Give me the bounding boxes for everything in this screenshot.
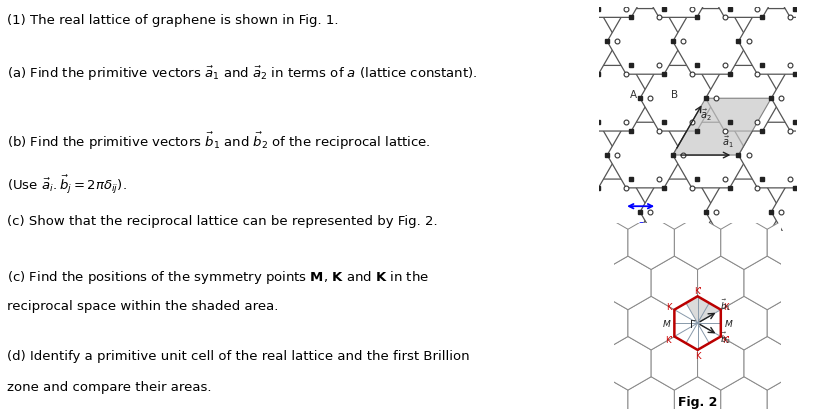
Text: (a) Find the primitive vectors $\vec{a}_1$ and $\vec{a}_2$ in terms of $a$ (latt: (a) Find the primitive vectors $\vec{a}_… (7, 64, 476, 82)
Text: reciprocal space within the shaded area.: reciprocal space within the shaded area. (7, 299, 278, 312)
Text: K: K (722, 302, 728, 311)
Polygon shape (673, 297, 720, 350)
Text: K': K' (721, 335, 729, 344)
Polygon shape (606, 123, 682, 188)
Polygon shape (476, 123, 551, 188)
Polygon shape (705, 180, 781, 245)
Polygon shape (672, 99, 770, 156)
Text: Fig. 2: Fig. 2 (677, 396, 716, 408)
Polygon shape (767, 377, 813, 413)
Polygon shape (604, 337, 650, 390)
Text: $\vec{b}_1$: $\vec{b}_1$ (719, 296, 730, 312)
Text: (d) Identify a primitive unit cell of the real lattice and the first Brillion: (d) Identify a primitive unit cell of th… (7, 349, 469, 362)
Text: M: M (662, 319, 670, 328)
Polygon shape (574, 66, 649, 132)
Polygon shape (508, 0, 584, 18)
Polygon shape (541, 9, 617, 75)
Text: K': K' (665, 335, 672, 344)
Polygon shape (639, 180, 715, 245)
Polygon shape (685, 297, 720, 323)
Text: (c) Find the positions of the symmetry points $\mathbf{M}$, $\mathbf{K}$ and $\m: (c) Find the positions of the symmetry p… (7, 268, 428, 285)
Polygon shape (604, 256, 650, 310)
Text: (Use $\vec{a}_i . \vec{b}_j = 2\pi\delta_{ij}$).: (Use $\vec{a}_i . \vec{b}_j = 2\pi\delta… (7, 173, 127, 196)
Polygon shape (673, 377, 720, 413)
Polygon shape (743, 337, 790, 390)
Polygon shape (738, 9, 813, 75)
Polygon shape (541, 123, 617, 188)
Polygon shape (743, 256, 790, 310)
Polygon shape (770, 0, 827, 18)
Text: $\vec{a}_1$: $\vec{a}_1$ (721, 135, 733, 150)
Polygon shape (720, 216, 767, 270)
Polygon shape (790, 337, 827, 390)
Text: (1) The real lattice of graphene is shown in Fig. 1.: (1) The real lattice of graphene is show… (7, 14, 338, 27)
Text: B: B (670, 90, 676, 100)
Polygon shape (627, 297, 673, 350)
Polygon shape (803, 123, 827, 188)
Polygon shape (705, 0, 781, 18)
Polygon shape (508, 66, 584, 132)
Polygon shape (574, 0, 649, 18)
Polygon shape (696, 256, 743, 310)
Polygon shape (770, 66, 827, 132)
Text: $\vec{b}_2$: $\vec{b}_2$ (719, 330, 730, 345)
Text: K: K (694, 351, 700, 361)
Text: $a$: $a$ (636, 220, 643, 230)
Polygon shape (476, 9, 551, 75)
Text: M: M (724, 319, 732, 328)
Polygon shape (581, 377, 627, 413)
Polygon shape (650, 337, 696, 390)
Polygon shape (581, 216, 627, 270)
Polygon shape (639, 0, 715, 18)
Text: $\vec{a}_2$: $\vec{a}_2$ (700, 107, 711, 122)
Text: (c) Show that the reciprocal lattice can be represented by Fig. 2.: (c) Show that the reciprocal lattice can… (7, 215, 437, 228)
Text: (b) Find the primitive vectors $\vec{b}_1$ and $\vec{b}_2$ of the reciprocal lat: (b) Find the primitive vectors $\vec{b}_… (7, 130, 430, 152)
Text: $\Gamma$: $\Gamma$ (688, 317, 696, 329)
Polygon shape (627, 216, 673, 270)
Polygon shape (606, 9, 682, 75)
Polygon shape (738, 123, 813, 188)
Polygon shape (650, 256, 696, 310)
Text: zone and compare their areas.: zone and compare their areas. (7, 380, 211, 393)
Text: K': K' (693, 286, 700, 295)
Polygon shape (705, 66, 781, 132)
Polygon shape (696, 337, 743, 390)
Polygon shape (627, 377, 673, 413)
Polygon shape (672, 9, 748, 75)
Polygon shape (508, 180, 584, 245)
Polygon shape (672, 123, 748, 188)
Polygon shape (639, 66, 715, 132)
Polygon shape (803, 9, 827, 75)
Polygon shape (790, 256, 827, 310)
Text: A: A (629, 90, 637, 100)
Polygon shape (767, 297, 813, 350)
Polygon shape (574, 180, 649, 245)
Polygon shape (581, 297, 627, 350)
Polygon shape (673, 216, 720, 270)
Polygon shape (720, 377, 767, 413)
Polygon shape (720, 297, 767, 350)
Text: K: K (666, 302, 672, 311)
Polygon shape (770, 180, 827, 245)
Polygon shape (767, 216, 813, 270)
